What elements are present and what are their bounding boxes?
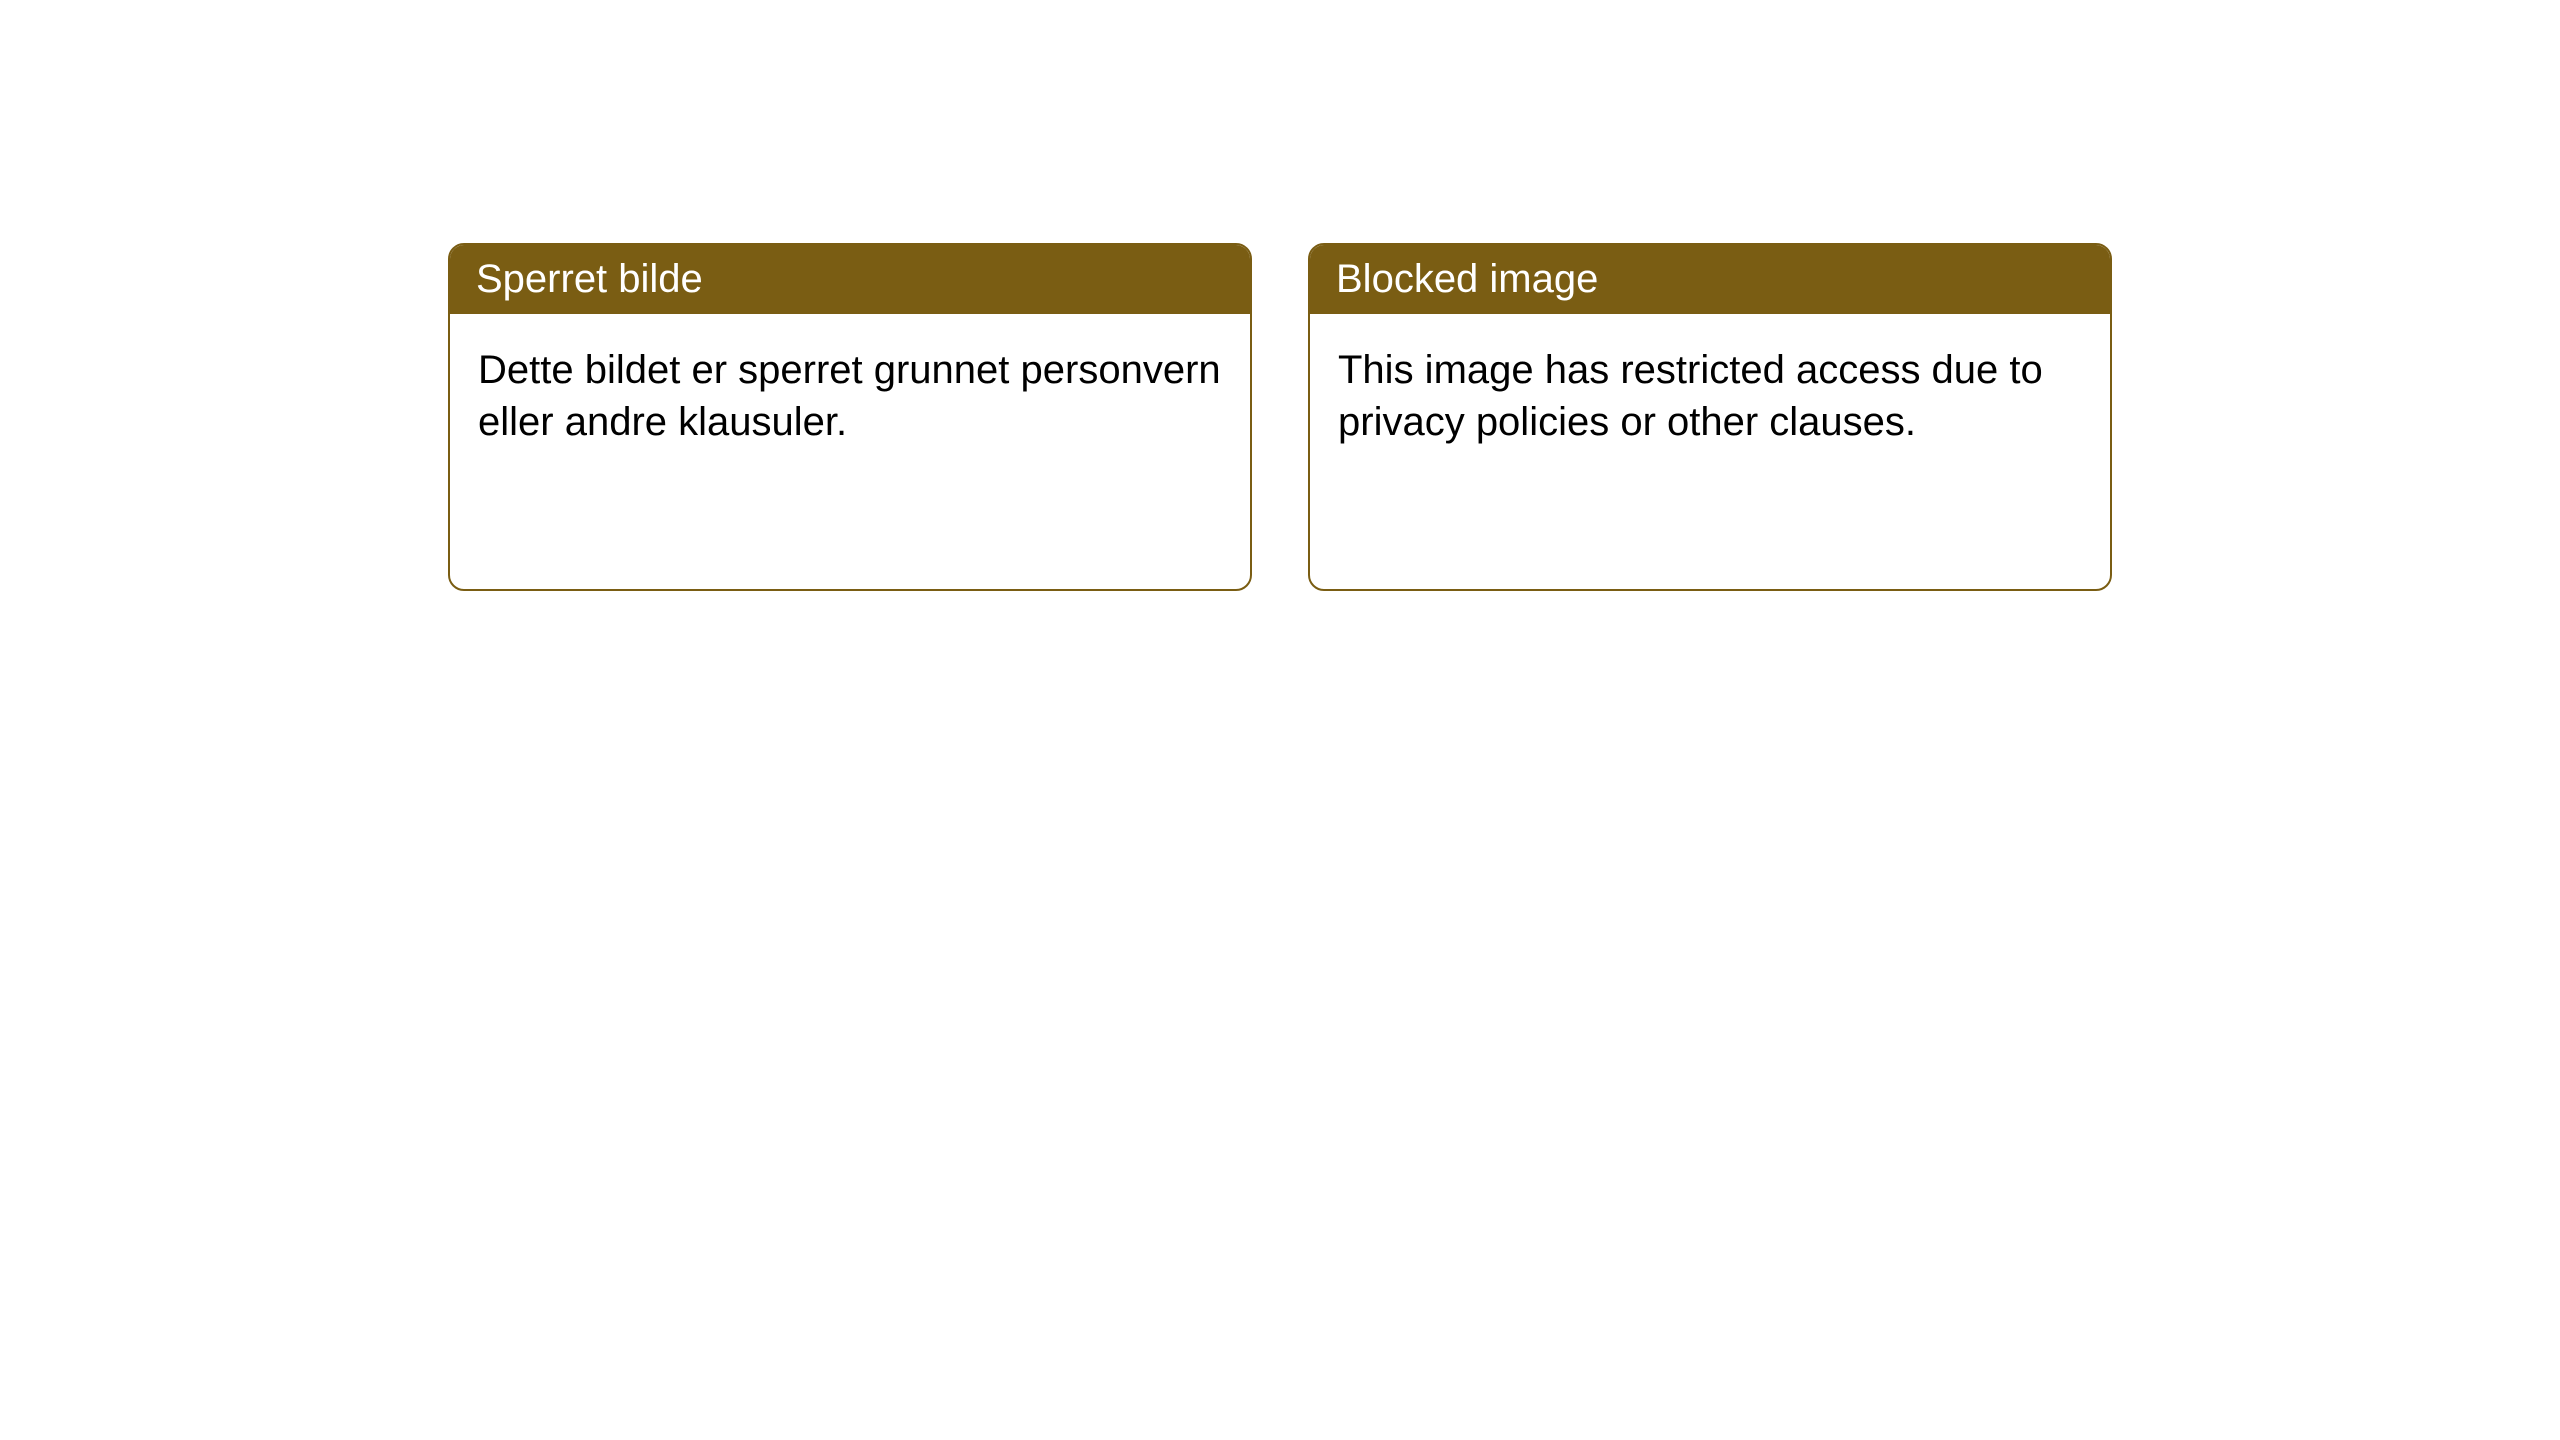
notice-card-english: Blocked image This image has restricted …: [1308, 243, 2112, 591]
card-title-english: Blocked image: [1336, 257, 1598, 301]
card-text-english: This image has restricted access due to …: [1338, 348, 2043, 444]
card-text-norwegian: Dette bildet er sperret grunnet personve…: [478, 348, 1221, 444]
card-header-english: Blocked image: [1310, 245, 2110, 314]
card-body-norwegian: Dette bildet er sperret grunnet personve…: [450, 314, 1250, 589]
card-title-norwegian: Sperret bilde: [476, 257, 703, 301]
card-header-norwegian: Sperret bilde: [450, 245, 1250, 314]
notice-card-container: Sperret bilde Dette bildet er sperret gr…: [0, 0, 2560, 591]
notice-card-norwegian: Sperret bilde Dette bildet er sperret gr…: [448, 243, 1252, 591]
card-body-english: This image has restricted access due to …: [1310, 314, 2110, 589]
